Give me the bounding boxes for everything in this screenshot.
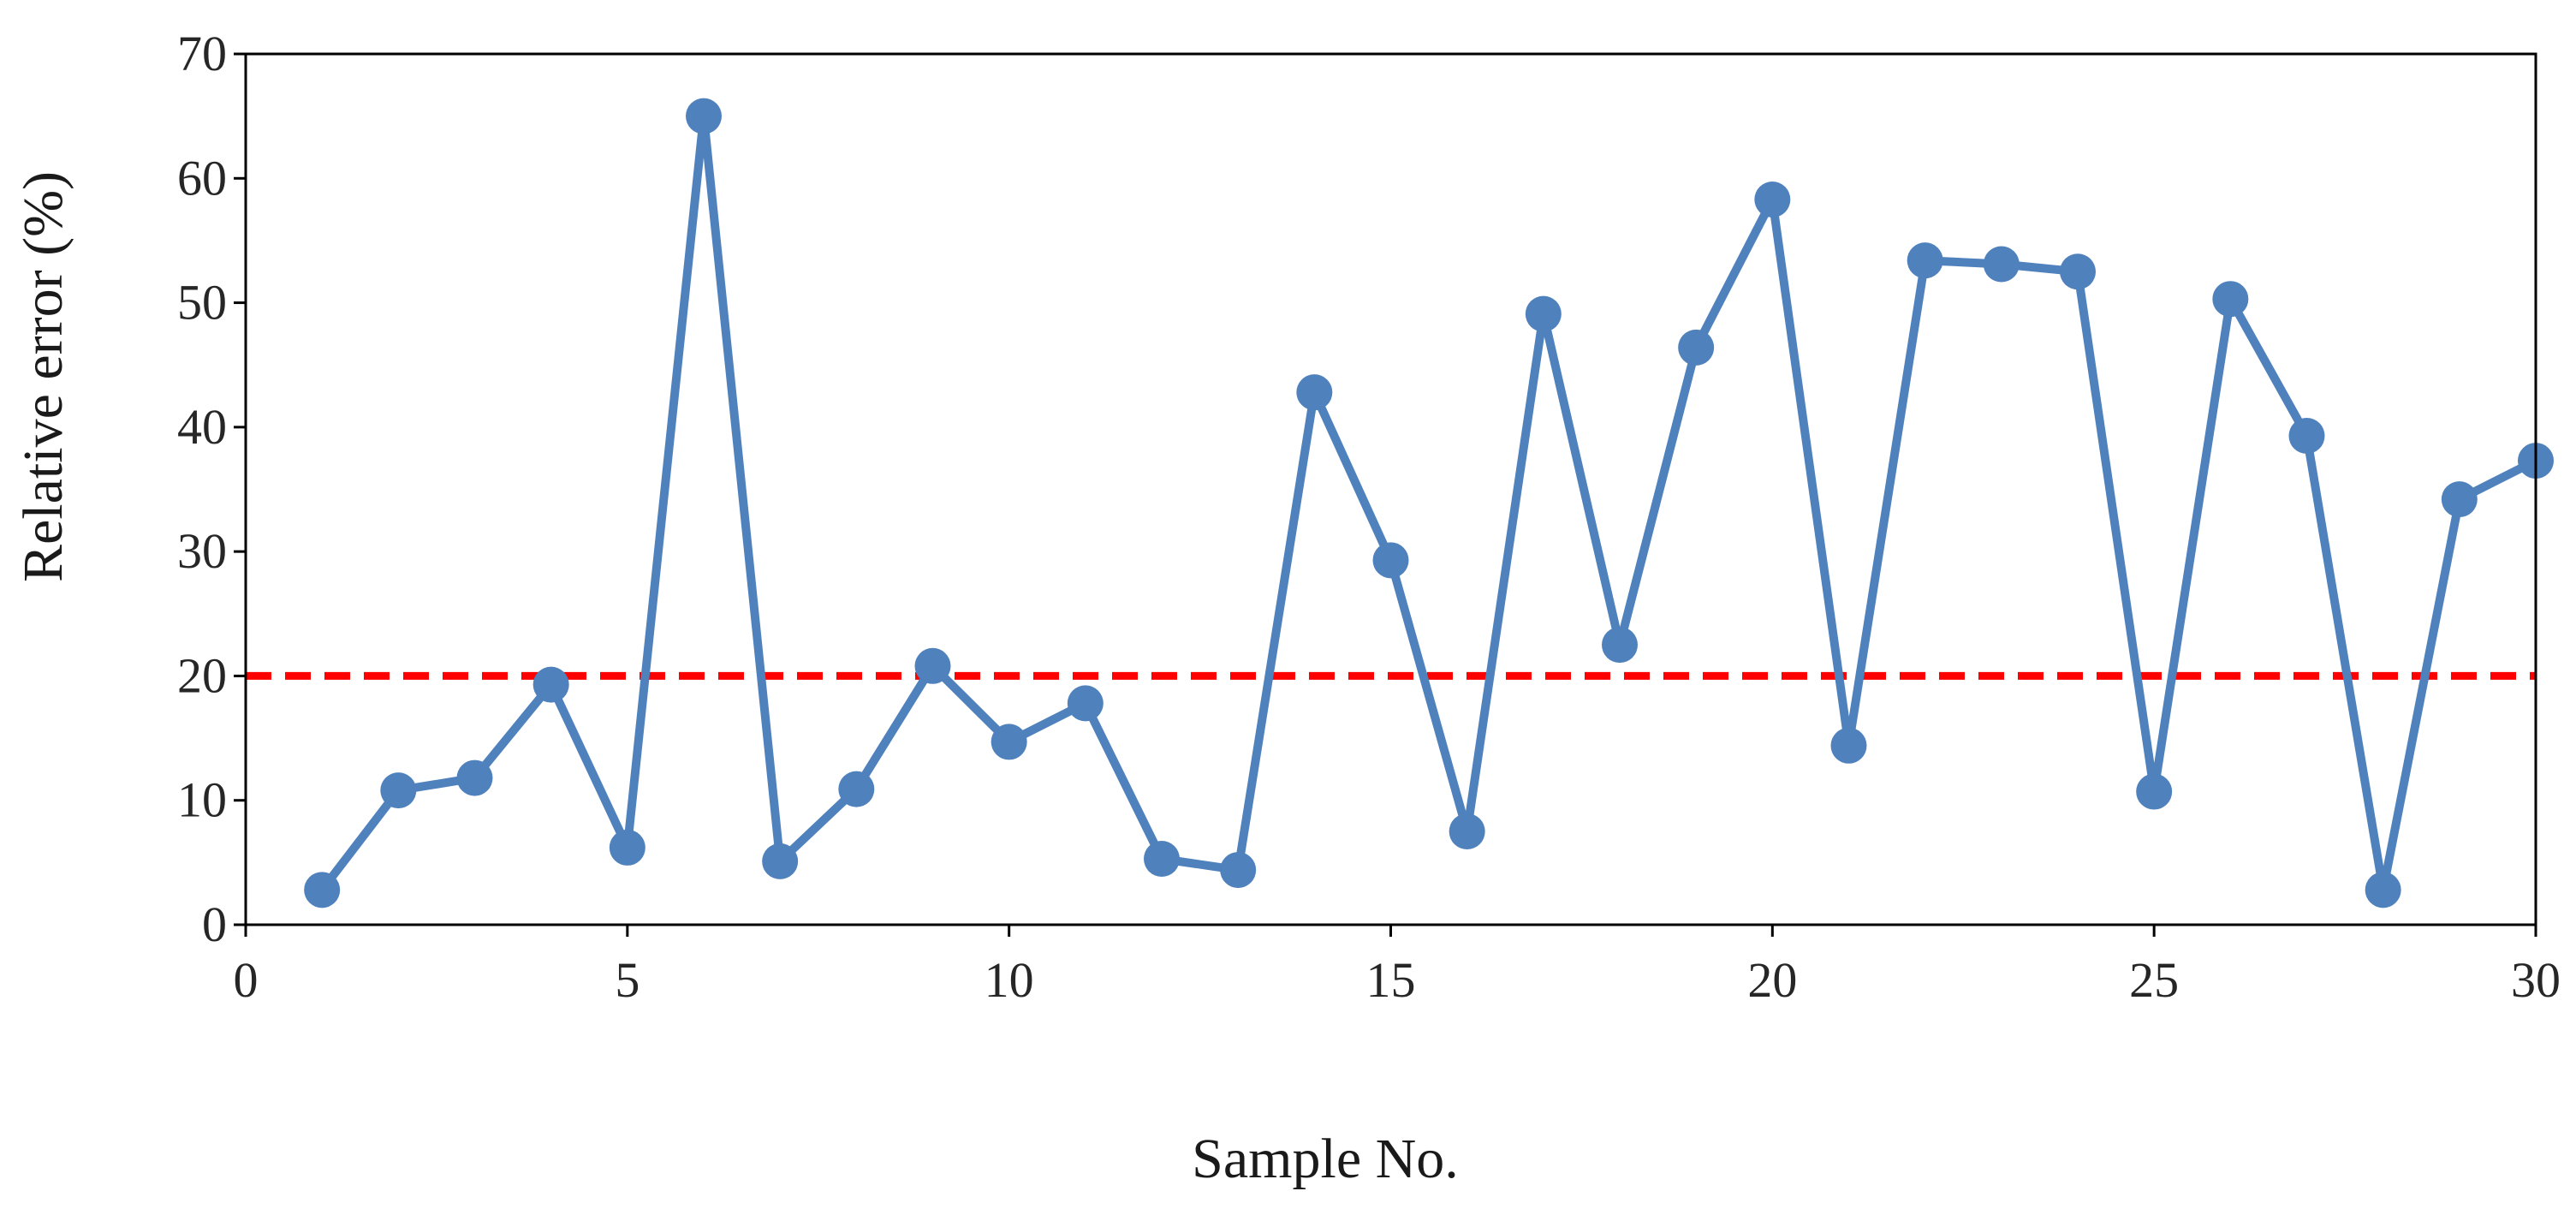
data-point bbox=[1067, 685, 1104, 722]
data-point bbox=[304, 872, 341, 908]
data-point bbox=[1907, 242, 1943, 279]
y-tick-label: 70 bbox=[177, 26, 227, 81]
series-layer bbox=[304, 98, 2554, 908]
y-tick-label: 10 bbox=[177, 772, 227, 828]
data-point bbox=[1296, 374, 1333, 411]
data-point bbox=[1220, 852, 1257, 889]
data-point bbox=[2365, 872, 2401, 908]
data-point bbox=[2060, 253, 2096, 290]
x-tick-label: 0 bbox=[234, 952, 259, 1008]
data-point bbox=[1525, 295, 1562, 332]
data-point bbox=[609, 829, 645, 866]
x-tick-label: 30 bbox=[2511, 952, 2561, 1008]
data-point bbox=[2441, 481, 2478, 518]
ticks-layer: 0 10 20 30 40 50 60 70 0 5 10 15 20 25 30 bbox=[177, 26, 2561, 1008]
data-point bbox=[2212, 281, 2249, 318]
y-tick-label: 60 bbox=[177, 150, 227, 205]
x-tick-label: 15 bbox=[1366, 952, 1416, 1008]
data-point bbox=[1830, 727, 1867, 764]
y-tick-label: 50 bbox=[177, 275, 227, 331]
y-tick-label: 20 bbox=[177, 647, 227, 703]
data-point bbox=[1983, 246, 2020, 283]
x-tick-label: 5 bbox=[615, 952, 640, 1008]
data-point bbox=[2136, 773, 2173, 810]
y-axis-title: Relative error (%) bbox=[12, 171, 74, 582]
data-point bbox=[914, 647, 951, 684]
data-point bbox=[1144, 840, 1180, 877]
data-point bbox=[1602, 627, 1638, 664]
data-point bbox=[762, 843, 799, 879]
data-point bbox=[991, 724, 1027, 760]
data-point bbox=[1678, 329, 1715, 366]
y-tick-label: 0 bbox=[202, 896, 227, 952]
data-point bbox=[686, 98, 722, 134]
data-point bbox=[1754, 181, 1791, 217]
data-point bbox=[2288, 418, 2325, 455]
data-point bbox=[1449, 813, 1485, 850]
x-tick-label: 25 bbox=[2129, 952, 2179, 1008]
data-point bbox=[456, 759, 493, 796]
data-point bbox=[532, 666, 569, 703]
x-tick-label: 10 bbox=[985, 952, 1034, 1008]
data-point bbox=[838, 771, 875, 807]
series-line bbox=[318, 111, 2540, 895]
y-tick-label: 40 bbox=[177, 399, 227, 455]
x-tick-label: 20 bbox=[1747, 952, 1797, 1008]
data-point bbox=[1372, 542, 1409, 579]
data-point bbox=[380, 772, 417, 809]
x-axis-title: Sample No. bbox=[1192, 1128, 1459, 1190]
y-tick-label: 30 bbox=[177, 523, 227, 579]
